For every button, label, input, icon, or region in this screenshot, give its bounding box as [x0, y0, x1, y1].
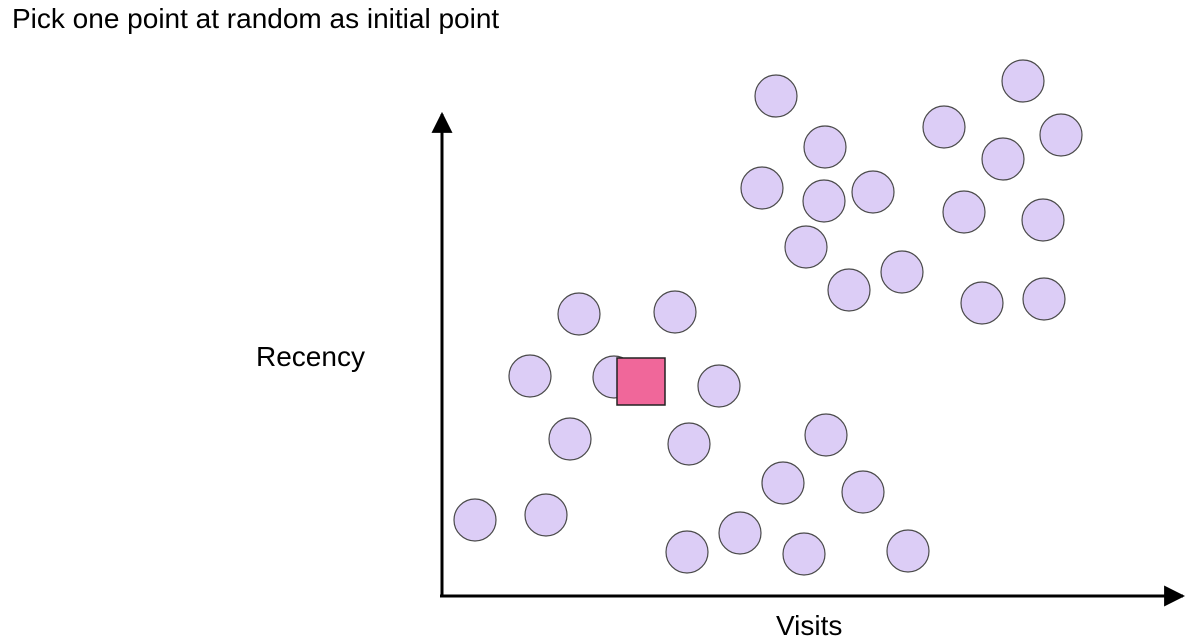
y-axis-label: Recency: [256, 341, 365, 372]
slide-title: Pick one point at random as initial poin…: [12, 3, 500, 34]
data-point: [557, 292, 601, 336]
data-point: [508, 354, 552, 398]
data-point: [453, 498, 497, 542]
data-point: [922, 105, 966, 149]
data-point: [1022, 277, 1066, 321]
data-point: [548, 417, 592, 461]
data-point: [802, 179, 846, 223]
data-point: [1021, 198, 1065, 242]
data-point: [804, 413, 848, 457]
data-point: [782, 532, 826, 576]
data-point: [754, 74, 798, 118]
data-point: [851, 170, 895, 214]
data-point: [524, 493, 568, 537]
data-point: [718, 511, 762, 555]
data-point: [665, 530, 709, 574]
x-axis-label: Visits: [776, 610, 843, 641]
data-point: [942, 190, 986, 234]
data-point: [886, 529, 930, 573]
data-point: [803, 125, 847, 169]
data-point: [740, 166, 784, 210]
data-point: [761, 461, 805, 505]
data-point: [784, 225, 828, 269]
data-point: [880, 250, 924, 294]
data-point: [841, 470, 885, 514]
data-point: [981, 137, 1025, 181]
data-point: [653, 290, 697, 334]
data-point: [1001, 59, 1045, 103]
data-point: [1039, 113, 1083, 157]
data-point: [667, 422, 711, 466]
data-point: [697, 364, 741, 408]
data-point: [827, 268, 871, 312]
initial-point-marker: [616, 357, 666, 406]
data-points: [453, 59, 1083, 576]
data-point: [960, 281, 1004, 325]
